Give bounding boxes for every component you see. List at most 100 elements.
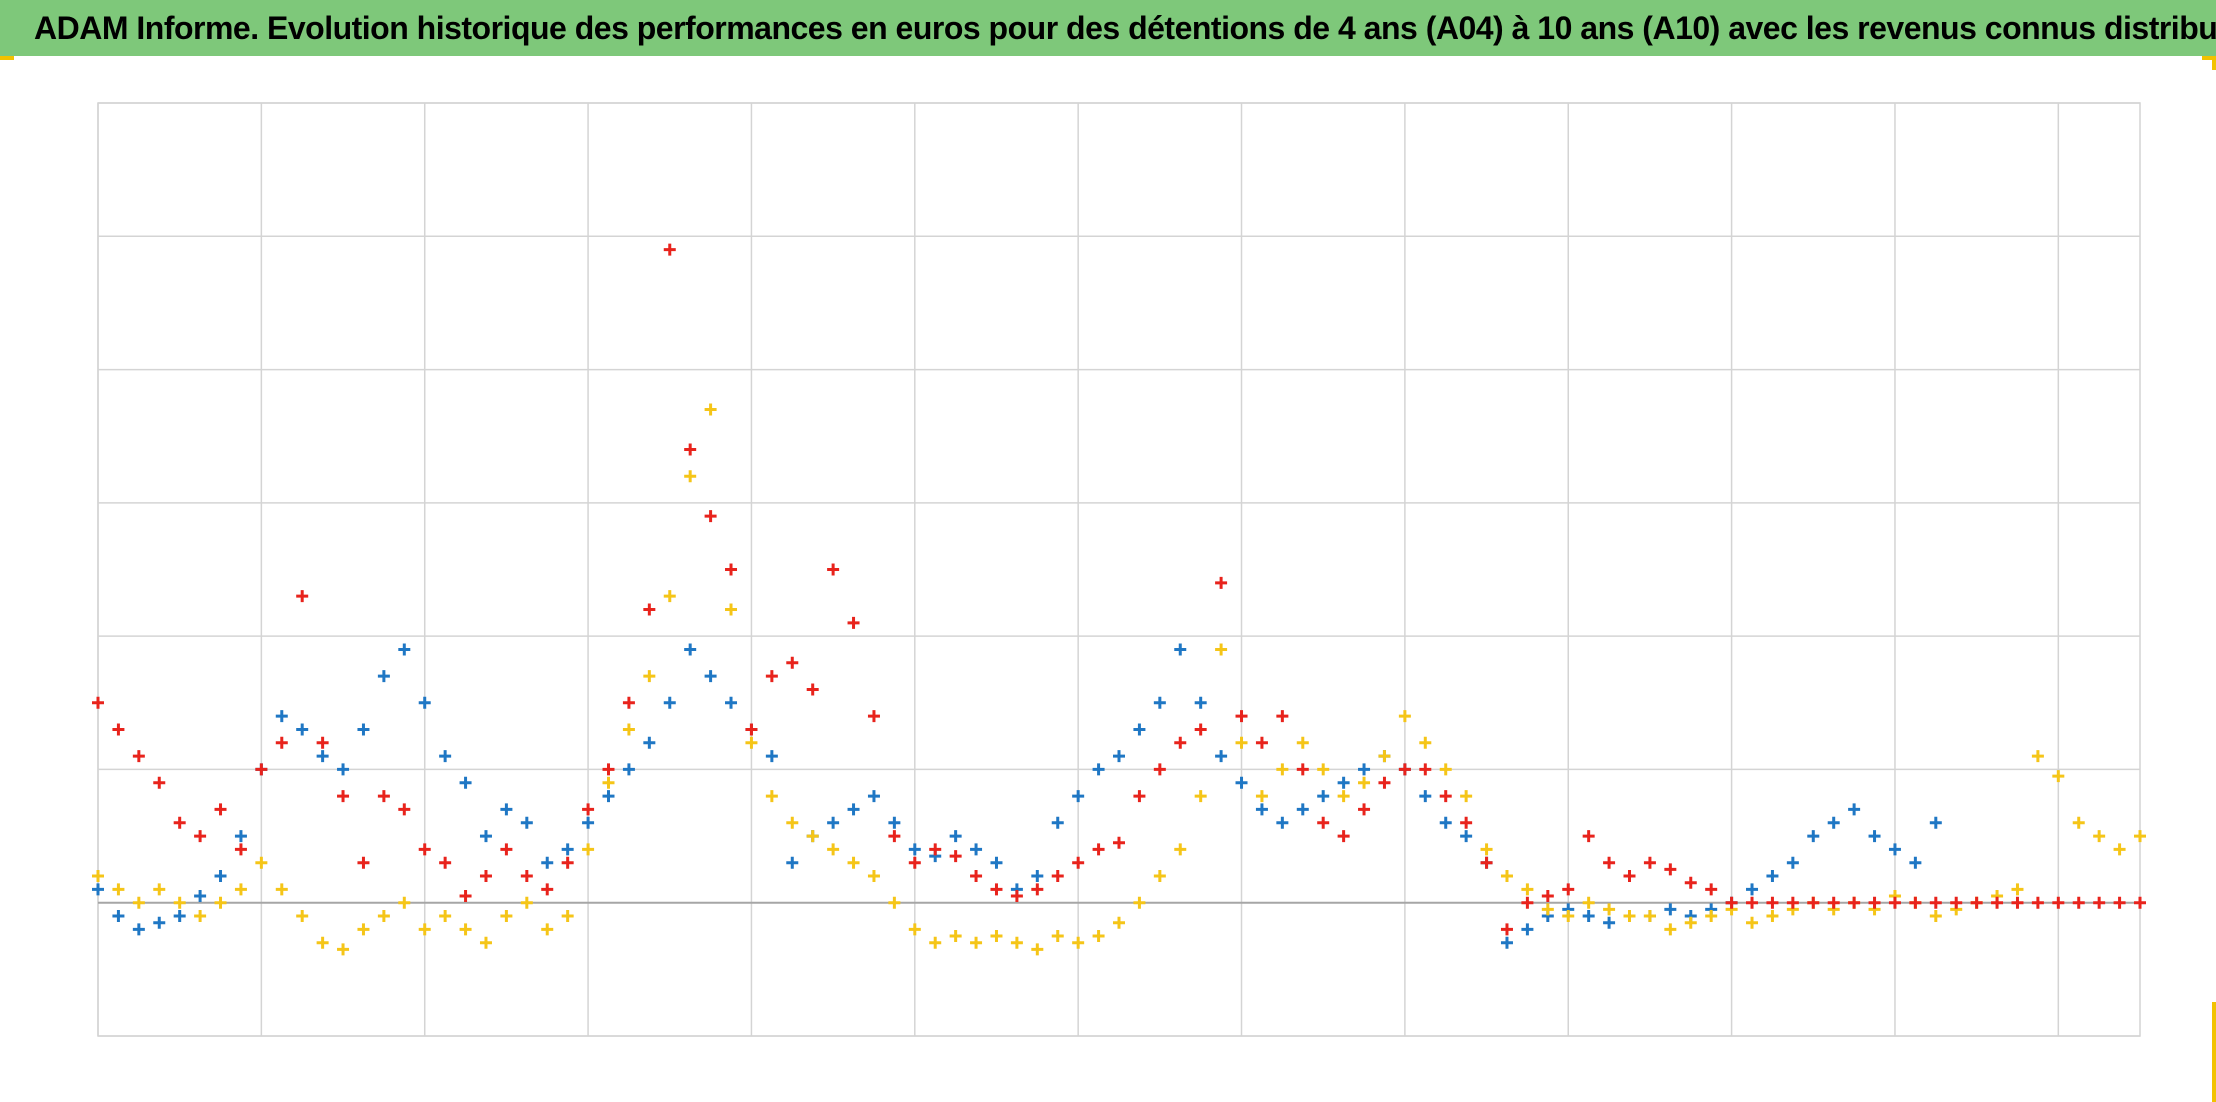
- data-point: [1746, 916, 1759, 929]
- data-point: [1807, 896, 1820, 909]
- data-point: [1766, 910, 1779, 923]
- data-point: [1929, 816, 1942, 829]
- data-point: [479, 830, 492, 843]
- data-point: [1419, 763, 1432, 776]
- data-point: [806, 830, 819, 843]
- data-point: [1827, 896, 1840, 909]
- data-point: [153, 776, 166, 789]
- data-point: [194, 830, 207, 843]
- data-point: [1664, 863, 1677, 876]
- data-point: [1092, 930, 1105, 943]
- data-point: [602, 776, 615, 789]
- data-point: [1970, 896, 1983, 909]
- data-point: [1174, 736, 1187, 749]
- data-point: [1092, 763, 1105, 776]
- data-point: [2052, 770, 2065, 783]
- data-point: [92, 696, 104, 709]
- data-point: [1705, 883, 1718, 896]
- plot-area: [97, 102, 2141, 1037]
- data-point: [908, 843, 921, 856]
- data-point: [357, 856, 370, 869]
- data-point: [725, 696, 738, 709]
- data-point: [479, 870, 492, 883]
- data-point: [929, 936, 942, 949]
- data-point: [1133, 723, 1146, 736]
- data-point: [132, 923, 145, 936]
- data-point: [173, 910, 186, 923]
- data-point: [214, 870, 227, 883]
- data-point: [1296, 763, 1309, 776]
- data-point: [316, 750, 329, 763]
- data-point: [459, 890, 472, 903]
- data-point: [745, 736, 758, 749]
- data-point: [1664, 923, 1677, 936]
- data-point: [1419, 736, 1432, 749]
- data-point: [561, 910, 574, 923]
- data-point: [1255, 790, 1268, 803]
- data-point: [439, 750, 452, 763]
- data-point: [459, 776, 472, 789]
- data-point: [1194, 790, 1207, 803]
- data-point: [1378, 776, 1391, 789]
- data-point: [337, 763, 350, 776]
- data-point: [888, 830, 901, 843]
- data-point: [296, 590, 309, 603]
- data-point: [1051, 870, 1064, 883]
- data-point: [112, 723, 125, 736]
- data-point: [112, 910, 125, 923]
- data-point: [582, 803, 595, 816]
- data-point: [1010, 890, 1023, 903]
- data-point: [1215, 750, 1228, 763]
- data-point: [867, 870, 880, 883]
- data-point: [2134, 830, 2146, 843]
- data-point: [2113, 843, 2126, 856]
- data-point: [1051, 930, 1064, 943]
- data-point: [1133, 896, 1146, 909]
- data-point: [1296, 803, 1309, 816]
- data-point: [1541, 890, 1554, 903]
- data-point: [2052, 896, 2065, 909]
- data-point: [418, 696, 431, 709]
- data-point: [765, 750, 778, 763]
- data-point: [479, 936, 492, 949]
- data-point: [398, 803, 411, 816]
- data-point: [1215, 576, 1228, 589]
- data-point: [1255, 736, 1268, 749]
- data-point: [1868, 830, 1881, 843]
- data-point: [888, 816, 901, 829]
- data-point: [2011, 896, 2024, 909]
- data-point: [1746, 883, 1759, 896]
- data-point: [418, 843, 431, 856]
- data-point: [398, 643, 411, 656]
- data-point: [1439, 763, 1452, 776]
- data-point: [725, 603, 738, 616]
- data-point: [418, 923, 431, 936]
- data-point: [2031, 896, 2044, 909]
- data-point: [500, 843, 513, 856]
- data-point: [1113, 836, 1125, 849]
- data-point: [1235, 736, 1248, 749]
- data-point: [1276, 763, 1289, 776]
- data-point: [1460, 830, 1473, 843]
- data-point: [1153, 870, 1166, 883]
- data-point: [255, 856, 268, 869]
- data-point: [1031, 883, 1044, 896]
- data-point: [765, 790, 778, 803]
- data-point: [1950, 896, 1963, 909]
- data-point: [1725, 896, 1738, 909]
- data-point: [132, 750, 145, 763]
- data-point: [949, 930, 962, 943]
- data-point: [173, 816, 186, 829]
- data-point: [561, 856, 574, 869]
- data-point: [929, 843, 942, 856]
- data-point: [827, 816, 840, 829]
- data-point: [1113, 750, 1125, 763]
- data-point: [622, 696, 635, 709]
- data-point: [970, 843, 983, 856]
- data-point: [2093, 830, 2106, 843]
- data-point: [1888, 843, 1901, 856]
- data-point: [1337, 830, 1350, 843]
- data-point: [1031, 943, 1044, 956]
- data-point: [1991, 896, 2004, 909]
